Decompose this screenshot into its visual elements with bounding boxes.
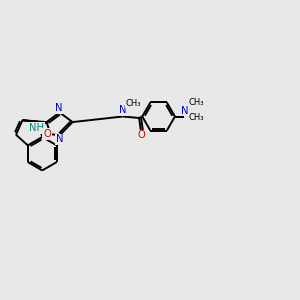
Text: CH₃: CH₃ [189, 98, 204, 107]
Text: N: N [119, 105, 127, 115]
Text: CH₃: CH₃ [126, 99, 141, 108]
Text: CH₃: CH₃ [189, 113, 204, 122]
Text: N: N [56, 134, 63, 144]
Text: N: N [55, 103, 62, 113]
Text: NH: NH [29, 123, 44, 133]
Text: O: O [43, 129, 51, 139]
Text: O: O [137, 130, 145, 140]
Text: N: N [182, 106, 189, 116]
